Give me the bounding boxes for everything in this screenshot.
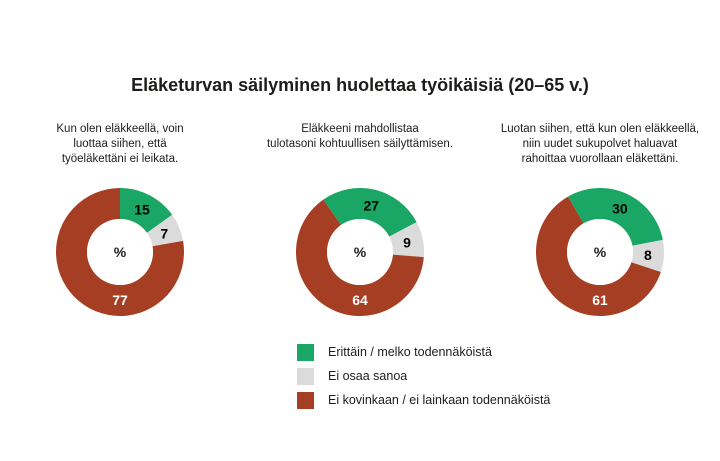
- legend-item: Ei kovinkaan / ei lainkaan todennäköistä: [297, 392, 720, 409]
- segment-value-label: 7: [160, 225, 168, 241]
- legend-label: Ei osaa sanoa: [328, 369, 408, 383]
- segment-value-label: 15: [134, 201, 150, 217]
- donut-hole: [327, 219, 393, 285]
- chart-question: Eläkkeeni mahdollistaa tulotasoni kohtuu…: [266, 123, 454, 150]
- donut-segment: [323, 188, 417, 237]
- legend-label: Ei kovinkaan / ei lainkaan todennäköistä: [328, 393, 551, 407]
- segment-value-label: 61: [592, 292, 608, 308]
- page-title: Eläketurvan säilyminen huolettaa työikäi…: [131, 75, 589, 95]
- segment-value-label: 9: [403, 234, 411, 250]
- donut-segment: [56, 188, 184, 316]
- legend-item: Erittäin / melko todennäköistä: [297, 344, 720, 361]
- donut-segment: [568, 188, 663, 246]
- charts-row: Kun olen eläkkeellä, voin luottaa siihen…: [0, 122, 720, 320]
- legend-swatch-brown: [297, 392, 314, 409]
- segment-value-label: 30: [612, 200, 628, 216]
- legend-item: Ei osaa sanoa: [297, 368, 720, 385]
- donut-hole: [87, 219, 153, 285]
- donut-center-label: %: [114, 244, 127, 260]
- donut-chart: 30 8 61%: [536, 188, 664, 316]
- legend-swatch-gray: [297, 368, 314, 385]
- donut-chart: 27 9 64%: [296, 188, 424, 316]
- donut-segment: [536, 196, 661, 316]
- legend: Erittäin / melko todennäköistä Ei osaa s…: [297, 344, 720, 409]
- segment-value-label: 64: [352, 292, 368, 308]
- segment-value-label: 27: [363, 197, 379, 213]
- segment-value-label: 8: [644, 247, 652, 263]
- donut-center-label: %: [594, 244, 607, 260]
- chart-question: Luotan siihen, että kun olen eläkkeellä,…: [500, 123, 700, 165]
- donut-segment: [296, 199, 424, 316]
- legend-swatch-green: [297, 344, 314, 361]
- segment-value-label: 77: [112, 292, 128, 308]
- donut-segment: [120, 188, 173, 233]
- donut-center-label: %: [354, 244, 367, 260]
- donut-segment: [146, 214, 184, 247]
- donut-segment: [389, 222, 424, 258]
- legend-label: Erittäin / melko todennäköistä: [328, 345, 492, 359]
- donut-chart-group-3: Luotan siihen, että kun olen eläkkeellä,…: [480, 122, 720, 320]
- chart-question: Kun olen eläkkeellä, voin luottaa siihen…: [56, 123, 184, 165]
- donut-chart-group-2: Eläkkeeni mahdollistaa tulotasoni kohtuu…: [240, 122, 480, 320]
- donut-segment: [631, 239, 664, 272]
- donut-chart-group-1: Kun olen eläkkeellä, voin luottaa siihen…: [0, 122, 240, 320]
- donut-hole: [567, 219, 633, 285]
